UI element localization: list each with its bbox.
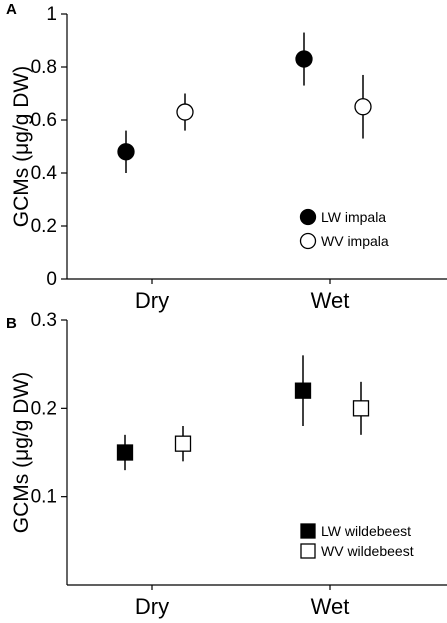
y-tick-label: 0.2 — [31, 398, 57, 419]
x-category-label: Wet — [311, 288, 350, 313]
y-axis-label: GCMs (μg/g DW) — [10, 372, 33, 533]
data-point-circle — [354, 98, 372, 116]
y-tick-label: 0.6 — [31, 110, 57, 131]
legend-marker — [299, 208, 317, 226]
legend-marker — [300, 523, 316, 539]
y-tick-label: 0.3 — [31, 310, 57, 331]
legend-marker — [299, 232, 317, 250]
y-tick-label: 0.1 — [31, 487, 57, 508]
y-tick-label: 0.8 — [31, 57, 57, 78]
data-point-square — [352, 400, 370, 417]
data-point-circle — [117, 143, 135, 161]
x-category-label: Wet — [311, 594, 350, 619]
y-tick-label: 0.2 — [31, 216, 57, 237]
data-point-square — [116, 444, 134, 461]
y-tick-label: 0.4 — [31, 163, 58, 184]
legend-marker — [300, 543, 316, 559]
x-category-label: Dry — [135, 594, 169, 619]
y-axis-label: GCMs (μg/g DW) — [10, 66, 33, 227]
data-point-circle — [176, 103, 194, 121]
panel-label: B — [6, 315, 17, 332]
data-point-circle — [295, 50, 313, 68]
legend-label: WV impala — [321, 233, 389, 249]
x-category-label: Dry — [135, 288, 169, 313]
data-point-square — [294, 382, 312, 399]
legend-label: LW wildebeest — [321, 523, 411, 539]
legend-label: WV wildebeest — [321, 543, 414, 559]
y-tick-label: 1 — [46, 4, 57, 25]
data-point-square — [174, 435, 192, 452]
y-tick-label: 0 — [46, 269, 57, 290]
panel-label: A — [6, 1, 17, 18]
legend-label: LW impala — [321, 209, 386, 225]
